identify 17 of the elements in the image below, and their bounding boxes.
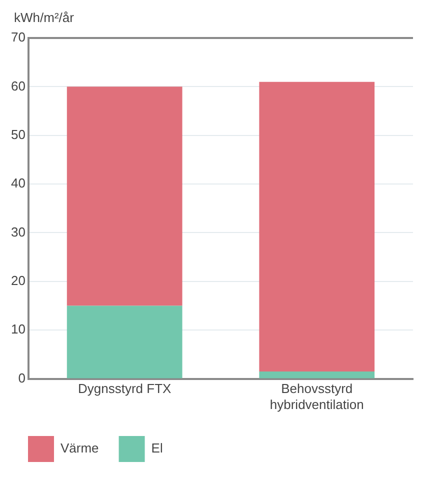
legend-label: Värme bbox=[60, 440, 99, 456]
y-tick-label: 50 bbox=[10, 126, 26, 142]
y-tick-label: 0 bbox=[18, 370, 26, 386]
bar bbox=[259, 82, 375, 372]
bar bbox=[259, 371, 375, 378]
bar bbox=[66, 86, 182, 306]
y-tick-label: 30 bbox=[10, 224, 26, 240]
y-axis-title: kWh/m²/år bbox=[14, 10, 74, 25]
y-tick-label: 10 bbox=[10, 322, 26, 337]
y-tick-label: 20 bbox=[10, 273, 26, 288]
x-tick-label: Behovsstyrd hybridventilation bbox=[270, 381, 364, 412]
legend-label: El bbox=[151, 440, 163, 456]
x-tick-label: Dygnsstyrd FTX bbox=[78, 381, 172, 396]
bar bbox=[66, 306, 182, 378]
y-tick-label: 60 bbox=[10, 78, 26, 94]
y-tick-label: 40 bbox=[10, 176, 26, 191]
y-tick-label: 70 bbox=[10, 30, 26, 45]
